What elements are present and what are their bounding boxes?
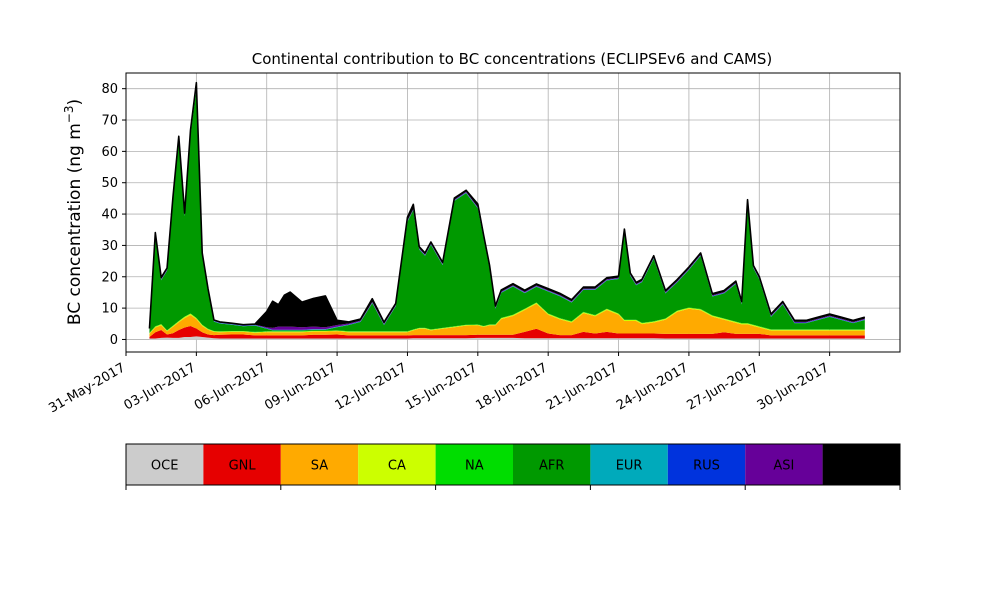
legend-swatch-sa xyxy=(280,444,359,485)
legend-label-na: NA xyxy=(465,459,484,474)
legend-swatch-na xyxy=(435,444,513,485)
area-sa xyxy=(149,303,865,337)
y-tick-label: 80 xyxy=(101,82,118,97)
legend-swatch-asi xyxy=(745,444,823,485)
legend-swatch-aus xyxy=(822,444,900,485)
legend-label-afr: AFR xyxy=(539,459,564,474)
y-tick-label: 50 xyxy=(101,176,118,191)
legend-swatch-gnl xyxy=(203,444,281,485)
y-tick-label: 10 xyxy=(101,302,118,317)
stacked-areas xyxy=(149,82,865,340)
legend-label-oce: OCE xyxy=(151,459,179,474)
x-tick-label: 03-Jun-2017 xyxy=(122,360,199,413)
x-tick-label: 27-Jun-2017 xyxy=(684,360,761,413)
area-ca xyxy=(149,302,865,334)
legend-label-asi: ASI xyxy=(773,459,794,474)
y-axis-label: BC concentration (ng m−3) xyxy=(62,99,85,325)
legend-label-eur: EUR xyxy=(616,459,643,474)
x-tick-label: 21-Jun-2017 xyxy=(544,360,621,413)
legend-swatch-eur xyxy=(590,444,668,485)
area-afr xyxy=(149,88,865,333)
x-axis: 31-May-201703-Jun-201706-Jun-201709-Jun-… xyxy=(46,352,832,416)
y-axis-label-close: ) xyxy=(65,99,85,106)
x-tick-label: 15-Jun-2017 xyxy=(403,360,480,413)
legend-frame xyxy=(125,443,901,486)
y-tick-label: 40 xyxy=(101,208,118,223)
legend-swatch-oce xyxy=(126,444,204,485)
y-tick-label: 70 xyxy=(101,114,118,129)
y-tick-label: 0 xyxy=(110,333,118,348)
legend-label-gnl: GNL xyxy=(229,459,257,474)
chart-title: Continental contribution to BC concentra… xyxy=(252,50,773,68)
x-tick-label: 31-May-2017 xyxy=(46,360,128,416)
legend-label-aus: AUS xyxy=(848,459,875,474)
y-tick-label: 30 xyxy=(101,239,118,254)
legend-swatch-ca xyxy=(358,444,436,485)
y-tick-label: 20 xyxy=(101,270,118,285)
y-axis: 0 10 20 30 40 50 60 70 80 xyxy=(101,82,126,348)
legend-colorbar: OCE GNL SA CA NA AFR EUR RUS ASI AUS xyxy=(125,443,901,490)
y-axis-label-text: BC concentration (ng m xyxy=(65,123,85,325)
y-axis-label-superscript: −3 xyxy=(62,105,76,123)
x-tick-label: 09-Jun-2017 xyxy=(262,360,339,413)
legend-label-rus: RUS xyxy=(693,459,720,474)
area-gnl xyxy=(149,325,865,339)
x-tick-label: 18-Jun-2017 xyxy=(473,360,550,413)
legend-label-ca: CA xyxy=(388,459,406,474)
x-tick-label: 24-Jun-2017 xyxy=(614,360,691,413)
plot-frame xyxy=(125,72,901,353)
x-tick-label: 30-Jun-2017 xyxy=(755,360,832,413)
legend-swatch-afr xyxy=(513,444,591,485)
total-line xyxy=(148,81,866,329)
y-tick-label: 60 xyxy=(101,145,118,160)
x-tick-label: 06-Jun-2017 xyxy=(192,360,269,413)
total-outline xyxy=(148,81,866,329)
x-tick-label: 12-Jun-2017 xyxy=(333,360,410,413)
legend-label-sa: SA xyxy=(311,459,328,474)
legend-swatch-rus xyxy=(667,444,746,485)
